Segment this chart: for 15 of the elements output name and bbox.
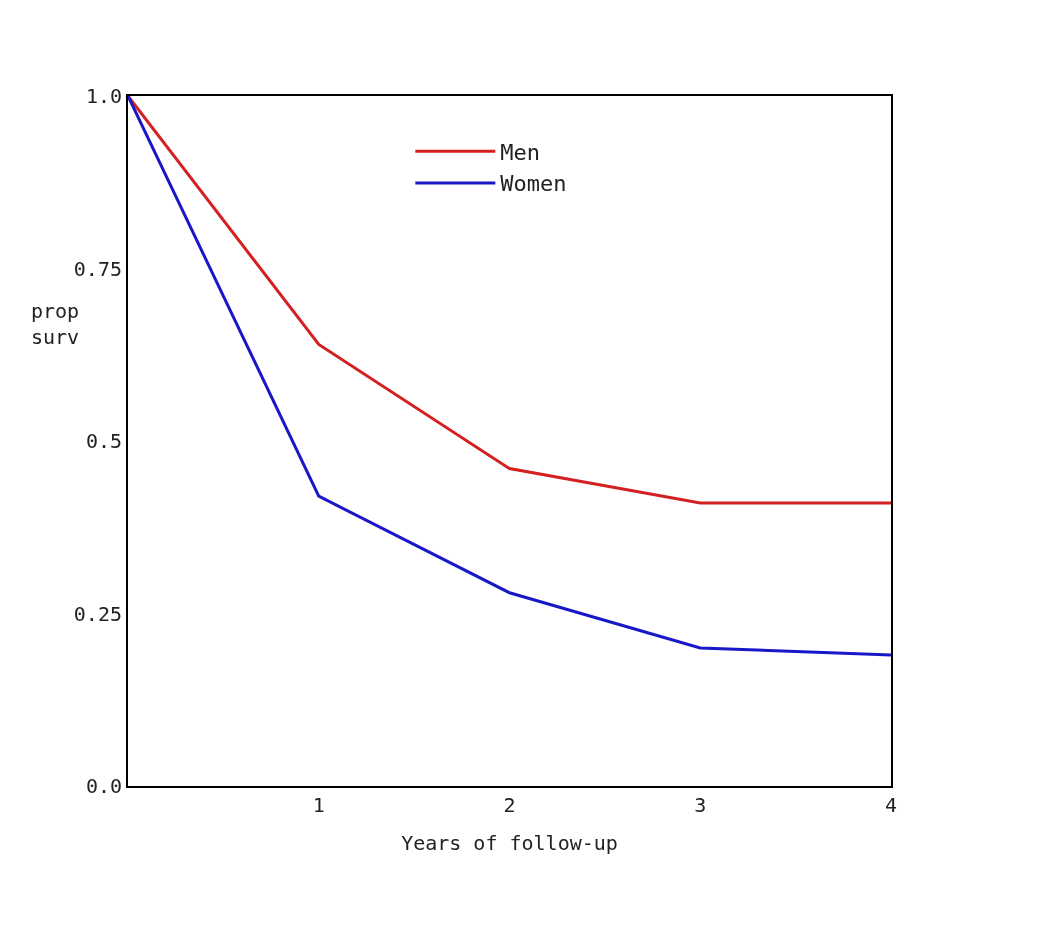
legend-label: Women bbox=[500, 171, 567, 197]
y-tick-label: 0.75 bbox=[73, 256, 122, 281]
line-series bbox=[128, 96, 891, 505]
y-tick-label: 1.0 bbox=[85, 84, 122, 108]
y-tick-label: 0.25 bbox=[73, 601, 122, 626]
legend-label: Men bbox=[500, 139, 541, 165]
x-tick-label: 1 bbox=[312, 793, 325, 817]
x-tick-label: 3 bbox=[694, 793, 707, 817]
y-tick-label: 0.5 bbox=[85, 429, 122, 453]
x-axis-title: Years of follow-up bbox=[401, 831, 618, 855]
y-axis-title: prop surv bbox=[31, 299, 80, 349]
x-tick-label: 2 bbox=[503, 793, 516, 817]
y-tick-label: 0.0 bbox=[85, 774, 122, 798]
line-series bbox=[128, 96, 891, 657]
x-tick-label: 4 bbox=[884, 793, 898, 817]
